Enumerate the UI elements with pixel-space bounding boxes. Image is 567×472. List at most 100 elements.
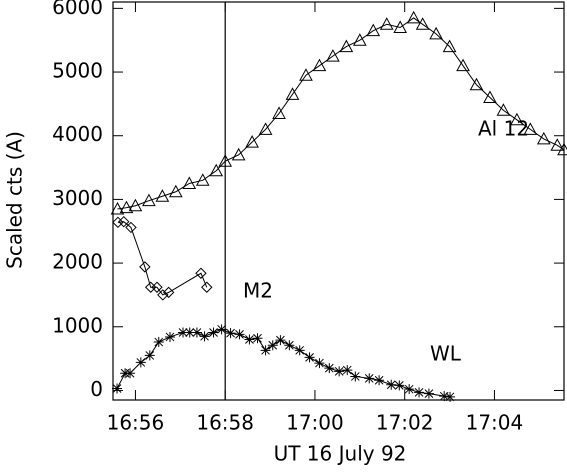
data-point: [135, 357, 146, 368]
data-point: [536, 131, 551, 145]
data-point: [379, 17, 394, 30]
data-point: [110, 201, 125, 215]
x-tick-label: 17:02: [376, 411, 434, 435]
data-point: [260, 345, 271, 356]
data-point: [244, 334, 255, 345]
data-point: [415, 17, 430, 30]
data-point: [258, 122, 273, 135]
data-point: [350, 371, 361, 382]
x-tick-label: 16:58: [196, 411, 254, 435]
data-point: [557, 142, 567, 156]
y-tick-label: 5000: [52, 59, 103, 83]
data-point: [144, 350, 155, 361]
data-point: [118, 215, 130, 228]
x-tick-label: 17:00: [286, 411, 344, 435]
data-point: [523, 122, 538, 135]
x-tick-label: 16:56: [107, 411, 165, 435]
data-point: [168, 184, 183, 198]
data-point: [218, 154, 233, 167]
data-point: [374, 375, 385, 386]
data-point: [439, 391, 450, 402]
data-point: [339, 39, 354, 53]
y-tick-label: 4000: [52, 122, 103, 146]
x-axis-label: UT 16 July 92: [274, 442, 407, 466]
data-point: [334, 366, 345, 377]
data-point: [483, 90, 497, 104]
data-point: [182, 176, 197, 189]
data-point: [267, 340, 278, 351]
y-tick-label: 3000: [52, 186, 103, 210]
plot-frame: [112, 1, 565, 401]
series-label: Al 12: [478, 117, 529, 141]
y-tick-label: 2000: [52, 250, 103, 274]
data-point: [366, 23, 381, 37]
data-point: [294, 345, 305, 356]
data-point: [393, 20, 408, 33]
data-point: [442, 39, 457, 53]
data-point: [456, 58, 470, 72]
data-point: [304, 352, 315, 363]
data-point: [312, 58, 327, 72]
data-point: [299, 68, 313, 81]
data-point: [112, 383, 123, 394]
data-point: [314, 358, 325, 369]
series-line: [117, 221, 208, 296]
data-point: [155, 189, 170, 202]
data-point: [234, 329, 245, 340]
data-point: [496, 103, 511, 116]
data-point: [429, 26, 443, 40]
data-point: [216, 324, 227, 335]
data-point: [164, 331, 175, 342]
data-point: [326, 49, 340, 62]
data-point: [272, 106, 286, 119]
data-point: [445, 391, 456, 402]
data-point: [208, 327, 219, 338]
data-point: [394, 380, 405, 391]
data-point: [284, 340, 295, 351]
data-point: [199, 331, 210, 342]
data-point: [423, 388, 434, 399]
data-point: [550, 138, 565, 151]
data-point: [139, 261, 151, 273]
data-point: [510, 112, 524, 126]
data-point: [209, 163, 224, 177]
data-point: [352, 33, 367, 46]
series-line: [117, 17, 565, 210]
data-point: [195, 267, 207, 279]
data-point: [142, 193, 156, 207]
series-label: WL: [430, 342, 462, 366]
data-point: [201, 281, 213, 293]
data-point: [178, 327, 189, 338]
data-point: [324, 363, 335, 374]
data-point: [245, 135, 259, 148]
data-point: [252, 333, 263, 344]
data-point: [386, 379, 397, 390]
data-point: [364, 373, 375, 384]
data-point: [469, 77, 484, 91]
x-tick-label: 17:04: [466, 411, 524, 435]
data-point: [153, 337, 164, 348]
data-point: [151, 281, 163, 293]
data-point: [184, 327, 195, 338]
y-tick-label: 1000: [52, 313, 103, 337]
data-point: [191, 327, 202, 338]
data-point: [225, 328, 236, 339]
data-point: [275, 335, 286, 346]
data-point: [404, 384, 415, 395]
data-point: [128, 198, 143, 212]
data-point: [342, 365, 353, 376]
y-axis-label: Scaled cts (A): [3, 131, 27, 269]
data-point: [285, 87, 300, 100]
data-point: [119, 200, 134, 214]
y-tick-label: 0: [90, 377, 103, 401]
series-label: M2: [243, 279, 273, 303]
data-point: [406, 10, 421, 24]
data-point: [162, 286, 175, 299]
data-point: [112, 216, 124, 229]
y-tick-label: 6000: [52, 0, 103, 19]
data-point: [231, 147, 246, 161]
data-point: [195, 173, 210, 186]
data-point: [414, 387, 425, 398]
data-point: [125, 221, 137, 234]
